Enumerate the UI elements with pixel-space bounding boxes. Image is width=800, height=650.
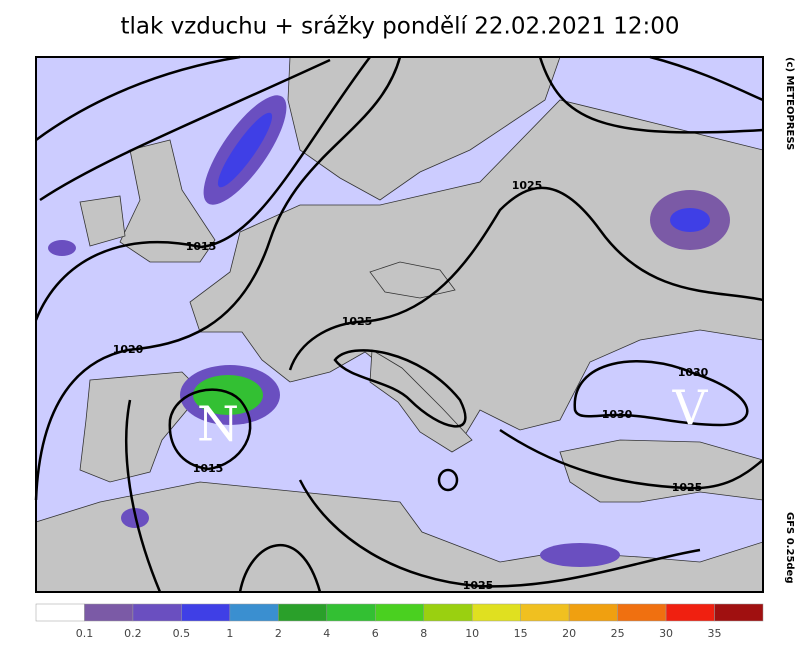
isobar <box>35 55 241 142</box>
isobar <box>333 349 467 428</box>
legend-swatch <box>520 603 570 622</box>
continent <box>189 99 764 441</box>
legend-swatch <box>278 603 328 622</box>
credit: (c) METEOPRESS <box>784 57 795 150</box>
pressure-center: V <box>672 381 709 437</box>
isobar <box>288 186 764 371</box>
isobars <box>34 55 764 593</box>
map-title: tlak vzduchu + srážky pondělí 22.02.2021… <box>120 14 679 40</box>
legend-swatch <box>471 603 521 622</box>
isobar <box>573 360 749 427</box>
isobar <box>298 479 701 588</box>
legend-label: 15 <box>514 627 528 640</box>
legend-swatch <box>181 603 231 622</box>
map-frame <box>35 56 764 593</box>
legend-swatch <box>326 603 376 622</box>
scandinavia <box>287 56 561 201</box>
legend-label: 2 <box>275 627 282 640</box>
isobar <box>499 428 764 490</box>
legend-label: 8 <box>420 627 427 640</box>
precip-area <box>48 240 76 256</box>
legend-label: 20 <box>562 627 576 640</box>
legend-label: 30 <box>659 627 673 640</box>
legend-swatch <box>568 603 618 622</box>
isobar <box>34 56 402 501</box>
isobar <box>649 55 764 102</box>
map-labels: 1015 1025 1025 1020 1030 1030 1015 1025 1025 N V <box>113 179 709 592</box>
czech-border <box>369 261 456 299</box>
isobar-label: 1030 <box>602 408 633 421</box>
isobar-label: 1025 <box>463 579 494 592</box>
precip-area <box>540 543 620 567</box>
pressure-center: N <box>197 397 239 453</box>
legend-label: 0.5 <box>173 627 191 640</box>
legend-swatch <box>229 603 279 622</box>
legend-swatch <box>132 603 182 622</box>
isobar <box>538 56 764 134</box>
isobar-label: 1025 <box>672 481 703 494</box>
isobar <box>437 468 459 492</box>
isobar-label: 1030 <box>678 366 709 379</box>
legend-label: 0.1 <box>76 627 94 640</box>
ireland <box>79 195 126 247</box>
legend-swatch <box>617 603 667 622</box>
italy <box>369 349 473 453</box>
isobar <box>39 58 331 202</box>
credit: GFS 0.25deg <box>784 512 795 584</box>
britain <box>119 139 216 263</box>
isobar <box>238 544 322 593</box>
legend-label: 0.2 <box>124 627 142 640</box>
map: 1015 1025 1025 1020 1030 1030 1015 1025 1025 N V <box>34 55 764 593</box>
legend-label: 1 <box>226 627 233 640</box>
isobar-label: 1025 <box>342 315 373 328</box>
isobar-label: 1020 <box>113 343 144 356</box>
legend-swatch <box>84 603 134 622</box>
legend-swatch <box>423 603 473 622</box>
precip-area <box>193 375 263 415</box>
isobar <box>34 56 371 321</box>
precip-area <box>217 112 273 188</box>
legend-swatch <box>665 603 715 622</box>
precip-area <box>670 208 710 232</box>
legend-label: 4 <box>323 627 330 640</box>
legend-label: 25 <box>611 627 625 640</box>
isobar-label: 1015 <box>186 240 217 253</box>
legend-label: 10 <box>465 627 479 640</box>
legend-label: 35 <box>708 627 722 640</box>
isobar <box>168 388 252 471</box>
legend-swatch <box>714 603 764 622</box>
legend-label: 6 <box>372 627 379 640</box>
legend-swatch <box>35 603 85 622</box>
isobar-label: 1025 <box>512 179 543 192</box>
precipitation <box>48 95 730 567</box>
legend-swatch <box>375 603 424 622</box>
legend: 0.1 0.2 0.5 1 2 4 6 8 10 15 20 25 30 35 <box>35 603 764 640</box>
isobar-label: 1015 <box>193 462 224 475</box>
isobar <box>125 399 162 593</box>
